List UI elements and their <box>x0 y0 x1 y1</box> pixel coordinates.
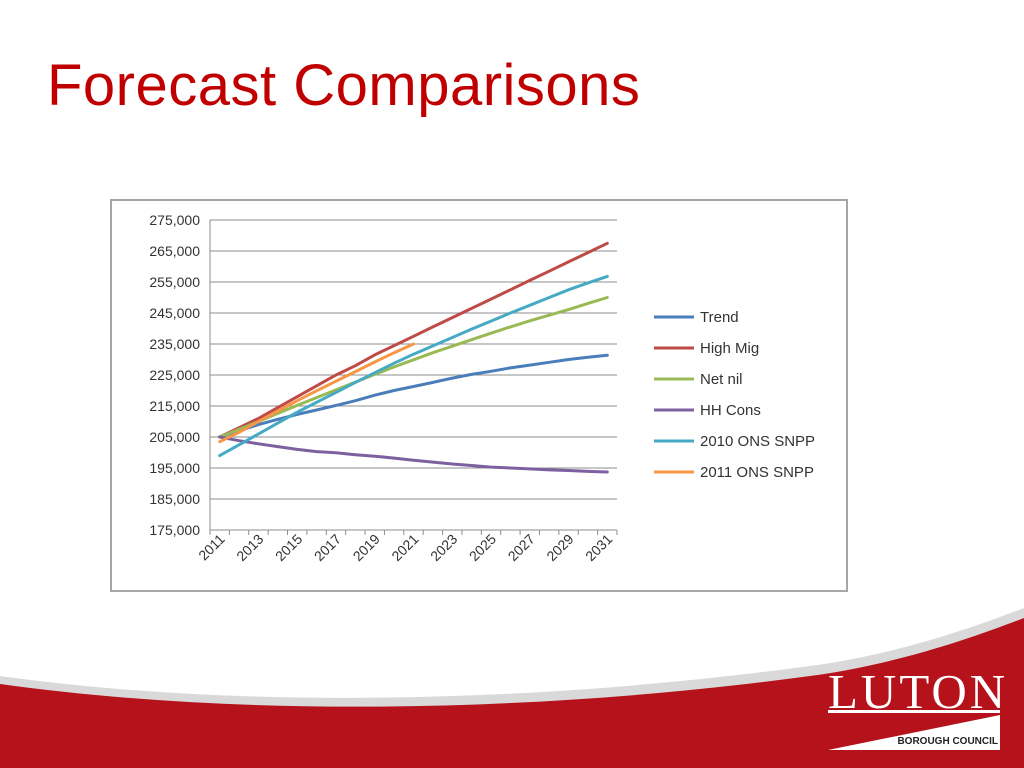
x-tick-label: 2011 <box>195 531 228 564</box>
legend-label: 2010 ONS SNPP <box>700 433 815 450</box>
slide-title: Forecast Comparisons <box>47 53 641 118</box>
luton-logo-wordmark: LUTON <box>828 664 1009 719</box>
legend-label: High Mig <box>700 340 759 357</box>
y-tick-label: 215,000 <box>149 398 200 414</box>
legend-label: Net nil <box>700 371 743 388</box>
y-tick-label: 225,000 <box>149 367 200 383</box>
x-tick-label: 2027 <box>505 531 538 564</box>
x-tick-label: 2023 <box>427 531 460 564</box>
series-line-high-mig <box>218 241 609 439</box>
series-line-2010-ons-snpp <box>218 274 609 458</box>
y-tick-label: 265,000 <box>149 243 200 259</box>
logo-underline <box>828 710 1000 713</box>
legend-label: 2011 ONS SNPP <box>700 464 814 481</box>
series-line-2011-ons-snpp <box>218 342 415 444</box>
x-tick-label: 2013 <box>233 531 266 564</box>
y-tick-label: 275,000 <box>149 212 200 228</box>
y-tick-label: 245,000 <box>149 305 200 321</box>
legend-label: Trend <box>700 309 739 326</box>
logo-subtitle: BOROUGH COUNCIL <box>897 736 998 747</box>
y-tick-label: 255,000 <box>149 274 200 290</box>
x-tick-label: 2015 <box>272 531 305 564</box>
y-tick-label: 175,000 <box>149 522 200 538</box>
x-tick-label: 2025 <box>466 531 499 564</box>
x-tick-label: 2019 <box>350 531 383 564</box>
y-tick-label: 235,000 <box>149 336 200 352</box>
series-line-net-nil <box>218 296 609 439</box>
x-tick-label: 2017 <box>311 531 344 564</box>
x-tick-label: 2029 <box>543 531 576 564</box>
x-tick-label: 2021 <box>388 531 421 564</box>
series-line-hh-cons <box>218 435 609 474</box>
series-line-trend <box>218 353 609 439</box>
line-chart: 175,000 185,000 195,000 205,000 215,000 225,0… <box>149 212 815 564</box>
y-tick-label: 205,000 <box>149 429 200 445</box>
y-tick-label: 185,000 <box>149 491 200 507</box>
legend-label: HH Cons <box>700 402 761 419</box>
y-tick-label: 195,000 <box>149 460 200 476</box>
chart-frame: 175,000 185,000 195,000 205,000 215,000 225,0… <box>110 199 848 592</box>
logo-red-wedge <box>828 715 1000 750</box>
logo-subtitle-box <box>828 715 1000 750</box>
x-tick-label: 2031 <box>582 531 615 564</box>
